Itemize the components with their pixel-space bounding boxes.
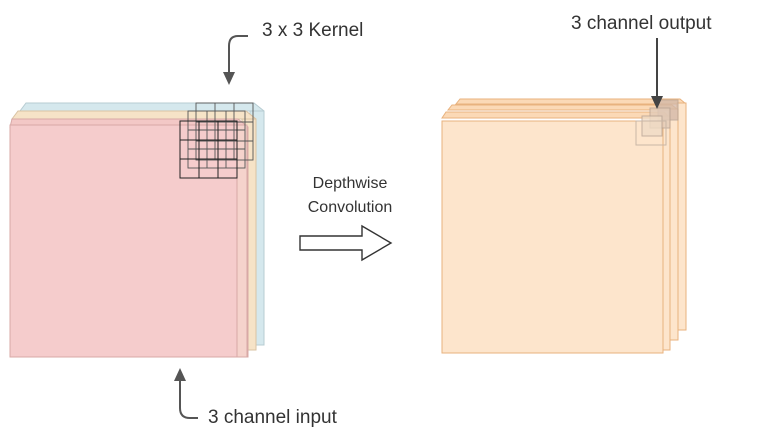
output-tensor <box>441 98 687 354</box>
operation-label-line1: Depthwise <box>312 175 388 192</box>
kernel-grid-front <box>179 120 238 179</box>
kernel-grid-back <box>195 102 254 161</box>
curved-arrow-icon <box>223 35 248 85</box>
operation-label-line2: Convolution <box>307 199 393 216</box>
kernel-grid <box>179 102 254 179</box>
kernel-label: 3 x 3 Kernel <box>262 20 364 41</box>
input-label: 3 channel input <box>208 407 337 428</box>
up-arrow-icon <box>174 368 198 419</box>
operation-label: Depthwise Convolution <box>280 172 420 220</box>
input-channel-front <box>9 118 249 358</box>
input-tensor <box>9 102 265 358</box>
hollow-right-arrow-icon <box>299 224 393 262</box>
output-cell <box>635 99 679 146</box>
output-label: 3 channel output <box>571 13 712 34</box>
down-arrow-icon <box>651 38 663 109</box>
output-channel-front <box>441 111 671 354</box>
